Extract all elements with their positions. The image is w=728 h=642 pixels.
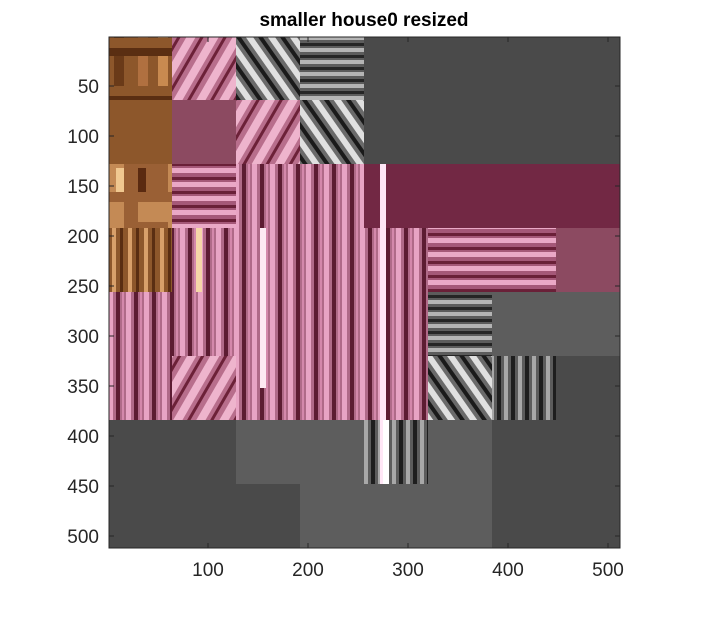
x-tick-label: 300: [392, 560, 424, 581]
image-tile-25: [109, 356, 173, 421]
image-tile-6: [172, 100, 237, 165]
x-tick-label: 400: [492, 560, 524, 581]
image-tile-35: [428, 420, 493, 485]
y-tick-label: 50: [78, 77, 99, 98]
image-tile-26: [172, 356, 237, 421]
image-tile-27: [236, 356, 365, 421]
image-tile-15: [172, 228, 237, 293]
image-tile-18: [492, 228, 557, 293]
image-tile-24: [492, 292, 620, 357]
y-tick-label: 200: [67, 227, 99, 248]
image-tile-11: [172, 164, 237, 229]
image-tile-34: [364, 420, 429, 485]
image-tile-39: [492, 484, 620, 548]
chart-title: smaller house0 resized: [259, 10, 468, 31]
image-tile-32: [109, 420, 237, 485]
image-tile-30: [492, 356, 557, 421]
image-tile-31: [556, 356, 620, 421]
image-tile-23: [428, 292, 493, 357]
image-highlight-stripe-0: [196, 228, 202, 292]
image-tile-38: [300, 484, 493, 548]
y-tick-label: 100: [67, 127, 99, 148]
image-tile-5: [109, 100, 173, 165]
y-tick-label: 250: [67, 277, 99, 298]
image-tile-36: [492, 420, 620, 485]
x-tick-label: 200: [292, 560, 324, 581]
image-tile-4: [364, 37, 620, 101]
image-tile-8: [300, 100, 365, 165]
image-tile-37: [109, 484, 301, 548]
image-tile-2: [236, 37, 301, 101]
x-axis: 100 200 300 400 500: [192, 37, 624, 581]
image-tile-28: [364, 356, 429, 421]
image-tile-21: [172, 292, 365, 357]
image-tile-1: [172, 37, 237, 101]
image-tile-17: [428, 228, 493, 293]
image-tile-20: [109, 292, 173, 357]
image-tile-16: [364, 228, 429, 293]
image-tile-13: [364, 164, 620, 229]
y-tick-label: 150: [67, 177, 99, 198]
y-axis: 50 100 150 200 250 300 350 400 450 500: [67, 77, 620, 548]
y-tick-label: 500: [67, 527, 99, 548]
image-highlight-stripe-3: [383, 420, 389, 484]
image-tile-14: [109, 228, 173, 293]
x-tick-label: 500: [592, 560, 624, 581]
image-tile-33: [236, 420, 365, 485]
y-tick-label: 400: [67, 427, 99, 448]
image-tile-10: [109, 164, 173, 229]
image-tile-0: [109, 37, 173, 101]
image-tile-22: [364, 292, 429, 357]
image-tile-29: [428, 356, 493, 421]
x-tick-label: 100: [192, 560, 224, 581]
image-tile-12: [236, 164, 365, 293]
image-tile-7: [236, 100, 301, 165]
image-tile-19: [556, 228, 620, 293]
image-tile-3: [300, 37, 365, 101]
y-tick-label: 350: [67, 377, 99, 398]
image-highlight-stripe-1: [260, 228, 266, 388]
y-tick-label: 300: [67, 327, 99, 348]
image-tile-9: [364, 100, 620, 165]
image-layer: [109, 37, 620, 548]
y-tick-label: 450: [67, 477, 99, 498]
image-highlight-stripe-2: [380, 164, 386, 484]
plot-frame: [108, 36, 621, 549]
